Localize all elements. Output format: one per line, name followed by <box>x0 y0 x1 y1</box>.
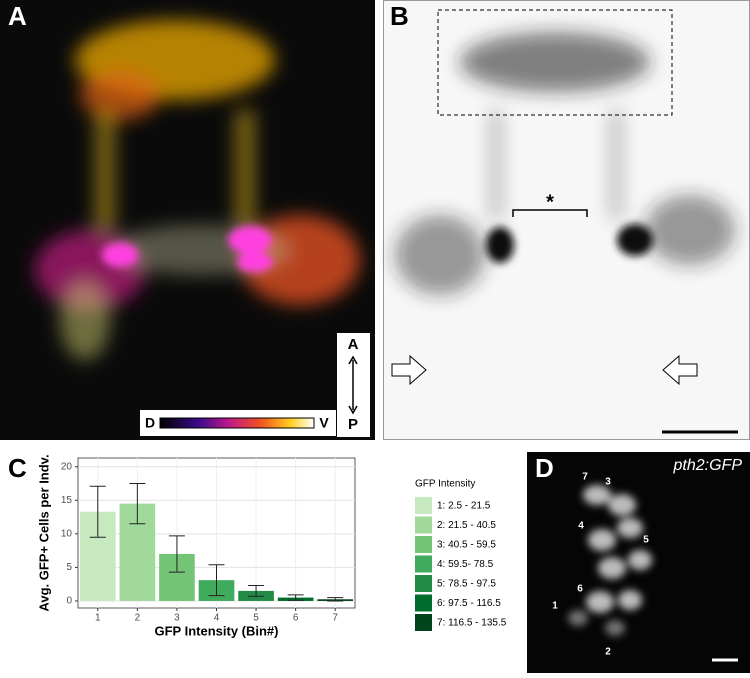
legend-label: 7: 116.5 - 135.5 <box>437 618 507 629</box>
axis-top: A <box>348 336 359 353</box>
x-tick-label: 4 <box>214 613 220 624</box>
error-bar <box>89 485 106 538</box>
cell-number: 4 <box>578 521 584 532</box>
y-tick-label: 15 <box>61 495 73 506</box>
x-tick-label: 7 <box>332 613 338 624</box>
x-tick-label: 1 <box>95 613 101 624</box>
legend-label: 6: 97.5 - 116.5 <box>437 598 501 609</box>
error-bar <box>168 535 185 573</box>
error-bar <box>287 594 304 601</box>
panel-label: B <box>390 1 409 31</box>
legend-swatch <box>415 516 432 534</box>
cell-number: 3 <box>605 477 611 488</box>
colorbar-right: V <box>319 415 329 431</box>
inset-box <box>437 9 673 116</box>
cell-bodies <box>102 226 273 272</box>
x-tick-label: 2 <box>135 613 141 624</box>
legend-swatch <box>415 497 432 514</box>
panel-c: C 0 5 10 15 20 1 2 3 4 5 6 7 GFP Intensity (Bin#) Avg… <box>8 453 507 639</box>
y-axis-label: Avg. GFP+ Cells per Indv. <box>36 454 51 611</box>
y-tick-label: 10 <box>61 528 73 539</box>
x-tick-label: 5 <box>253 613 259 624</box>
x-tick-label: 6 <box>293 613 299 624</box>
panel-a: D V A P A <box>0 0 375 440</box>
bracket <box>512 209 588 217</box>
panel-b: * B <box>383 0 750 440</box>
panel-title: pth2:GFP <box>673 457 743 474</box>
neurites <box>395 32 735 295</box>
y-tick-label: 20 <box>61 461 73 472</box>
cell-number: 5 <box>643 535 649 546</box>
legend-swatch <box>415 575 432 592</box>
x-axis-label: GFP Intensity (Bin#) <box>155 623 279 638</box>
error-bar <box>327 597 344 602</box>
legend-label: 4: 59.5- 78.5 <box>437 559 494 570</box>
panel-label: C <box>8 453 27 483</box>
legend-swatch <box>415 555 432 573</box>
cell-number: 2 <box>605 647 611 658</box>
gfp-cells <box>568 485 652 636</box>
legend-label: 1: 2.5 - 21.5 <box>437 501 491 512</box>
error-bar <box>208 564 225 597</box>
legend-title: GFP Intensity <box>415 479 475 490</box>
panel-label: A <box>8 1 27 31</box>
y-tick-label: 5 <box>66 562 72 573</box>
cell-number: 7 <box>582 472 588 483</box>
legend-label: 3: 40.5 - 59.5 <box>437 540 496 551</box>
x-tick-label: 3 <box>174 613 180 624</box>
error-bar <box>129 483 146 525</box>
error-bar <box>248 585 265 597</box>
somata <box>486 224 653 263</box>
panel-d: pth2:GFP 7 3 4 5 6 1 2 D <box>527 452 750 673</box>
asterisk: * <box>546 191 554 213</box>
panel-label: D <box>535 453 554 483</box>
legend-swatch <box>415 594 432 612</box>
cell-number: 6 <box>577 584 583 595</box>
y-tick-label: 0 <box>66 596 72 607</box>
legend-label: 5: 78.5 - 97.5 <box>437 579 496 590</box>
arrow-heads <box>348 355 358 415</box>
colorbar-left: D <box>145 415 155 431</box>
legend-label: 2: 21.5 - 40.5 <box>437 520 496 531</box>
legend-swatch <box>415 614 432 631</box>
arrow-right <box>391 354 427 386</box>
arrow-left <box>662 354 698 386</box>
cell-number: 1 <box>552 601 558 612</box>
legend-swatch <box>415 536 432 553</box>
axis-bottom: P <box>348 416 358 433</box>
colorbar <box>159 417 315 429</box>
